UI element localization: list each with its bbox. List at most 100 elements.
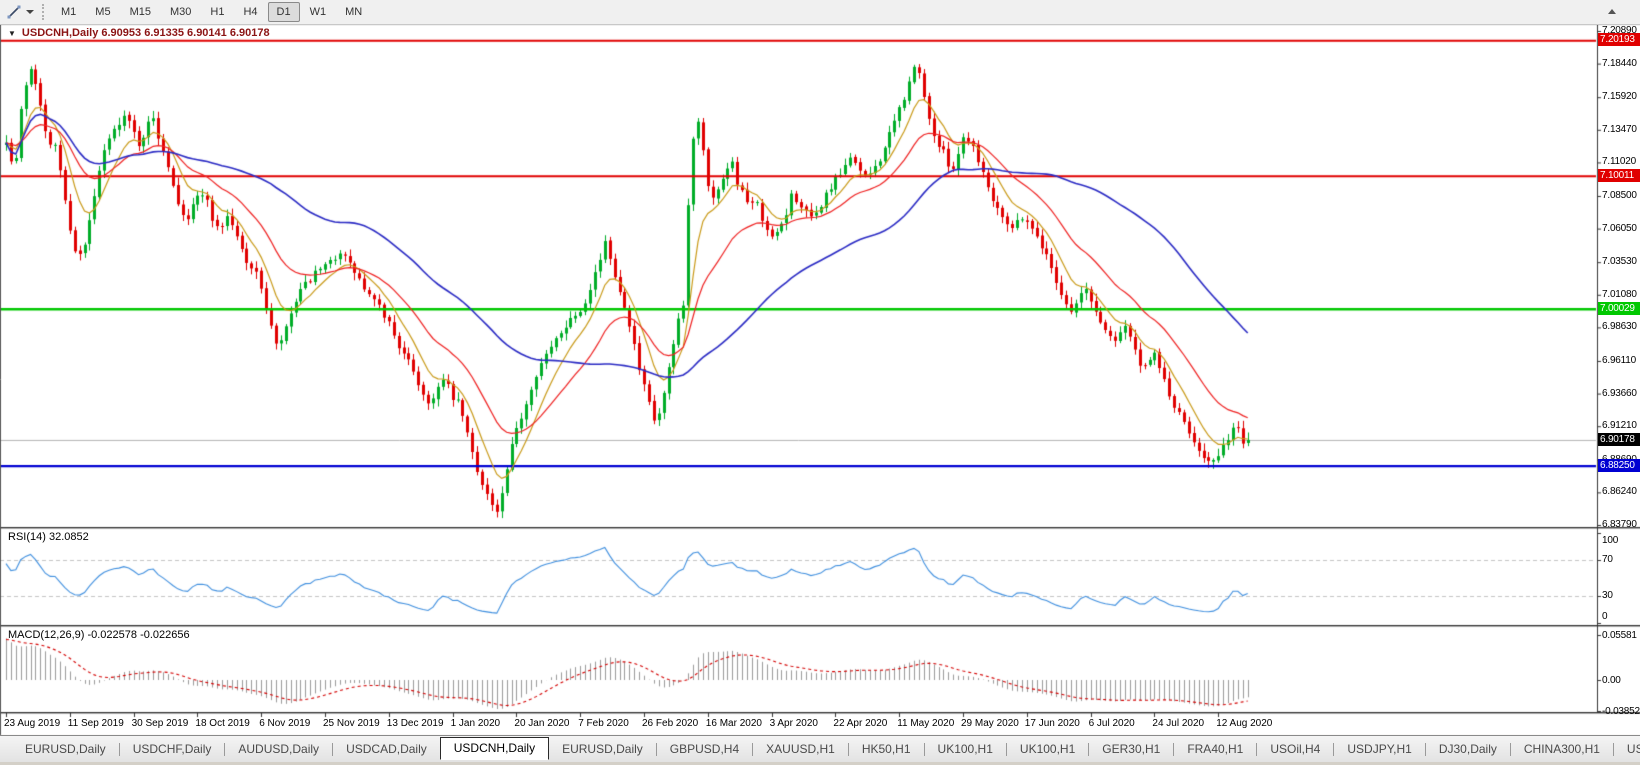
chart-tabs: EURUSD,Daily USDCHF,Daily AUDUSD,Daily USDC… bbox=[12, 736, 1640, 762]
tab-separator bbox=[1256, 742, 1258, 756]
tab-item-uk100-h1[interactable]: UK100,H1 bbox=[937, 742, 993, 756]
macd-label: MACD(12,26,9) -0.022578 -0.022656 bbox=[8, 629, 190, 641]
tab-item-uk100-h1[interactable]: UK100,H1 bbox=[1019, 742, 1076, 756]
price-tick-label: 7.11020 bbox=[1602, 156, 1637, 168]
price-tick-label: 6.96110 bbox=[1602, 354, 1637, 366]
price-level-tag: 7.10011 bbox=[1598, 168, 1640, 182]
tab-separator bbox=[1173, 742, 1175, 756]
timeframe-button-group: M1 M5 M15 M30 H1 H4 D1 W1 MN bbox=[52, 2, 372, 22]
price-tick-label: 7.03530 bbox=[1602, 256, 1637, 268]
timeframe-button-m5[interactable]: M5 bbox=[95, 6, 111, 18]
tab-item-usdchf-daily[interactable]: USDCHF,Daily bbox=[132, 742, 212, 756]
price-level-tag: 6.88250 bbox=[1598, 458, 1640, 472]
date-label: 26 Feb 2020 bbox=[642, 718, 699, 729]
timeframe-button-d1[interactable]: D1 bbox=[267, 2, 300, 22]
tab-separator bbox=[655, 742, 657, 756]
tab-item-xauusd-h1[interactable]: XAUUSD,H1 bbox=[766, 742, 835, 756]
price-tick-label: 7.18440 bbox=[1602, 57, 1637, 69]
tab-item-eurusd-daily[interactable]: EURUSD,Daily bbox=[25, 742, 106, 756]
date-label: 30 Sep 2019 bbox=[131, 718, 189, 729]
tab-separator bbox=[1509, 742, 1511, 756]
tab-item-china300-h1[interactable]: CHINA300,H1 bbox=[1523, 742, 1600, 756]
chart-collapse-icon[interactable]: ▼ bbox=[8, 28, 16, 38]
timeframe-button-mn[interactable]: MN bbox=[345, 6, 363, 18]
tab-separator bbox=[1005, 742, 1007, 756]
date-label: 16 Mar 2020 bbox=[705, 718, 762, 729]
tab-item-fra40-h1[interactable]: FRA40,H1 bbox=[1187, 742, 1244, 756]
tab-separator bbox=[1333, 742, 1335, 756]
tab-item-usdcad-daily[interactable]: USDCAD,Daily bbox=[346, 742, 427, 756]
macd-tick-label: -0.038524 bbox=[1602, 706, 1640, 718]
date-label: 13 Dec 2019 bbox=[386, 718, 444, 729]
date-label: 24 Jul 2020 bbox=[1152, 718, 1205, 729]
price-tick-label: 7.20890 bbox=[1602, 25, 1637, 36]
tab-item-gbpusd-h4[interactable]: GBPUSD,H4 bbox=[669, 742, 740, 756]
tab-item-usdjpy-h1[interactable]: USDJPY,H1 bbox=[1347, 742, 1412, 756]
tab-separator bbox=[1424, 742, 1426, 756]
tab-item-usoil-h1[interactable]: USOil,H1 bbox=[1626, 742, 1640, 756]
rsi-label: RSI(14) 32.0852 bbox=[8, 531, 89, 543]
date-label: 11 Sep 2019 bbox=[67, 718, 124, 729]
timeframe-button-h4[interactable]: H4 bbox=[243, 6, 258, 18]
tab-separator bbox=[847, 742, 849, 756]
tab-item-usoil-h4[interactable]: USOil,H4 bbox=[1270, 742, 1321, 756]
toolbar-collapse-icon[interactable] bbox=[1608, 9, 1616, 14]
tab-separator bbox=[224, 742, 226, 756]
macd-tick-label: 0.00 bbox=[1602, 675, 1621, 686]
price-tick-label: 7.01080 bbox=[1602, 288, 1637, 300]
price-tick-label: 7.15920 bbox=[1602, 91, 1637, 103]
toolbar: M1 M5 M15 M30 H1 H4 D1 W1 MN bbox=[0, 0, 1640, 25]
price-tick-label: 6.83790 bbox=[1602, 519, 1637, 530]
toolbar-drag-handle[interactable] bbox=[42, 4, 44, 20]
date-label: 22 Apr 2020 bbox=[833, 718, 888, 729]
timeframe-button-m15[interactable]: M15 bbox=[129, 6, 151, 18]
price-tick-label: 6.91210 bbox=[1602, 420, 1637, 432]
date-label: 12 Aug 2020 bbox=[1216, 718, 1273, 729]
tab-separator bbox=[1088, 742, 1090, 756]
date-label: 6 Jul 2020 bbox=[1088, 718, 1135, 729]
tab-separator bbox=[1612, 742, 1614, 756]
tab-separator bbox=[118, 742, 120, 756]
rsi-tick-label: 100 bbox=[1602, 535, 1619, 546]
current-price-tag: 6.90178 bbox=[1598, 432, 1640, 446]
chart-header: ▼ USDCNH,Daily 6.90953 6.91335 6.90141 6… bbox=[8, 27, 270, 39]
date-label: 20 Jan 2020 bbox=[514, 718, 570, 729]
rsi-tick-label: 30 bbox=[1602, 590, 1613, 601]
date-label: 18 Oct 2019 bbox=[195, 718, 250, 729]
price-tick-label: 6.98630 bbox=[1602, 321, 1637, 333]
tab-item-audusd-daily[interactable]: AUDUSD,Daily bbox=[238, 742, 320, 756]
date-label: 23 Aug 2019 bbox=[4, 718, 61, 729]
rsi-tick-label: 70 bbox=[1602, 554, 1613, 565]
tool-dropdown-caret-icon[interactable] bbox=[26, 10, 34, 14]
tab-separator bbox=[923, 742, 925, 756]
date-label: 29 May 2020 bbox=[961, 718, 1019, 729]
date-label: 1 Jan 2020 bbox=[450, 718, 501, 729]
tab-separator bbox=[752, 742, 754, 756]
price-tick-label: 7.08500 bbox=[1602, 189, 1637, 201]
tab-item-hk50-h1[interactable]: HK50,H1 bbox=[861, 742, 911, 756]
tab-item-ger30-h1[interactable]: GER30,H1 bbox=[1102, 742, 1161, 756]
date-label: 11 May 2020 bbox=[897, 718, 955, 729]
tab-separator bbox=[332, 742, 334, 756]
tab-item-usdcnh-daily[interactable]: USDCNH,Daily bbox=[439, 736, 550, 760]
date-label: 6 Nov 2019 bbox=[259, 718, 311, 729]
timeframe-button-m1[interactable]: M1 bbox=[61, 6, 77, 18]
timeframe-button-w1[interactable]: W1 bbox=[309, 6, 327, 18]
price-tick-label: 6.86240 bbox=[1602, 486, 1637, 498]
price-tick-label: 7.06050 bbox=[1602, 222, 1637, 234]
date-label: 17 Jun 2020 bbox=[1024, 718, 1080, 729]
chart-tabs-bar: EURUSD,Daily USDCHF,Daily AUDUSD,Daily USDC… bbox=[0, 735, 1640, 762]
price-level-tag: 7.00029 bbox=[1598, 301, 1640, 315]
timeframe-button-h1[interactable]: H1 bbox=[210, 6, 225, 18]
tab-item-dj30-daily[interactable]: DJ30,Daily bbox=[1438, 742, 1497, 756]
date-label: 3 Apr 2020 bbox=[769, 718, 818, 729]
timeframe-button-m30[interactable]: M30 bbox=[169, 6, 192, 18]
price-level-tag: 7.20193 bbox=[1598, 33, 1640, 47]
date-label: 25 Nov 2019 bbox=[323, 718, 380, 729]
tab-item-eurusd-daily[interactable]: EURUSD,Daily bbox=[562, 742, 643, 756]
crosshair-tool-icon[interactable] bbox=[4, 3, 24, 21]
chart-header-text: USDCNH,Daily 6.90953 6.91335 6.90141 6.9… bbox=[21, 27, 270, 39]
price-tick-label: 7.13470 bbox=[1602, 123, 1637, 135]
